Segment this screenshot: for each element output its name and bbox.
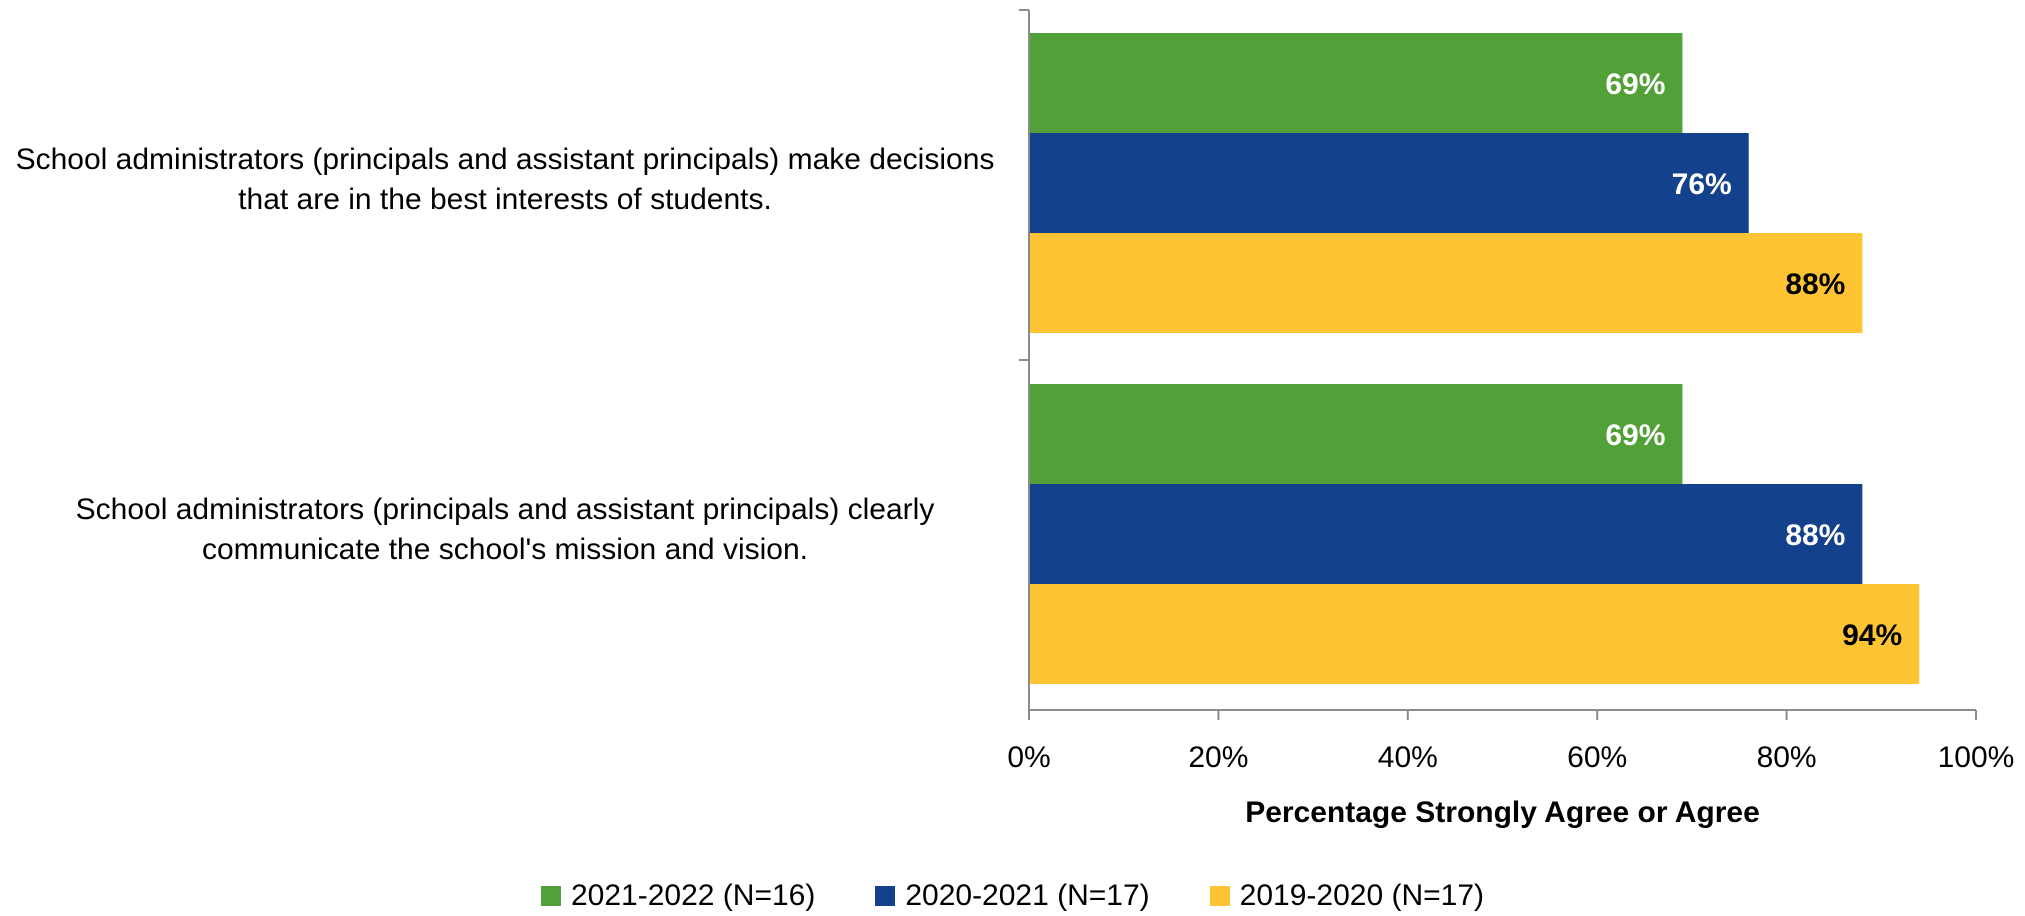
data-label: 76% bbox=[1672, 168, 1732, 201]
bar-3-2 bbox=[1029, 584, 1920, 684]
x-axis-title: Percentage Strongly Agree or Agree bbox=[1245, 796, 1760, 829]
x-tick-label: 80% bbox=[1757, 741, 1817, 774]
data-label: 69% bbox=[1605, 419, 1665, 452]
legend-swatch bbox=[1209, 886, 1230, 906]
bar-1-2 bbox=[1029, 384, 1683, 484]
x-tick-label: 40% bbox=[1378, 741, 1438, 774]
legend-swatch bbox=[875, 886, 896, 906]
data-label: 94% bbox=[1842, 619, 1902, 652]
bar-2-1 bbox=[1029, 133, 1749, 233]
x-tick-label: 20% bbox=[1188, 741, 1248, 774]
legend-item-series-1: 2021-2022 (N=16) bbox=[540, 879, 816, 913]
legend-item-series-3: 2019-2020 (N=17) bbox=[1209, 879, 1485, 913]
data-label: 88% bbox=[1785, 519, 1845, 552]
bar-2-2 bbox=[1029, 484, 1863, 584]
x-tick-label: 100% bbox=[1938, 741, 2015, 774]
legend-swatch bbox=[540, 886, 561, 906]
bar-3-1 bbox=[1029, 233, 1863, 333]
data-label: 88% bbox=[1785, 268, 1845, 301]
legend-label: 2021-2022 (N=16) bbox=[570, 879, 816, 912]
data-label: 69% bbox=[1605, 68, 1665, 101]
x-tick-label: 60% bbox=[1567, 741, 1627, 774]
x-tick-label: 0% bbox=[1007, 741, 1050, 774]
category-label-1: School administrators (principals and as… bbox=[15, 143, 995, 216]
category-label-2: School administrators (principals and as… bbox=[75, 493, 935, 566]
legend-label: 2020-2021 (N=17) bbox=[905, 879, 1150, 912]
legend-item-series-2: 2020-2021 (N=17) bbox=[875, 879, 1150, 913]
legend: 2021-2022 (N=16) 2020-2021 (N=17) 2019-2… bbox=[0, 876, 2025, 916]
bar-1-1 bbox=[1029, 33, 1683, 133]
legend-label: 2019-2020 (N=17) bbox=[1239, 879, 1485, 912]
